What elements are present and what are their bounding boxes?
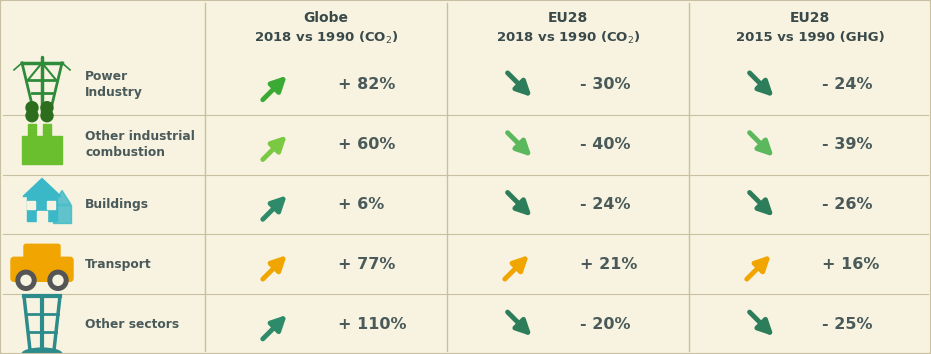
Circle shape: [26, 110, 38, 122]
Text: - 20%: - 20%: [580, 316, 630, 332]
Text: Transport: Transport: [85, 258, 152, 271]
Ellipse shape: [22, 348, 62, 354]
Bar: [28, 124, 36, 140]
Text: - 40%: - 40%: [580, 137, 630, 152]
Circle shape: [41, 110, 53, 122]
Bar: [43, 124, 51, 140]
Text: - 26%: - 26%: [822, 197, 872, 212]
Text: - 24%: - 24%: [822, 78, 872, 92]
Circle shape: [53, 275, 63, 285]
Bar: [47, 200, 55, 209]
Text: Buildings: Buildings: [85, 198, 149, 211]
Circle shape: [48, 270, 68, 290]
Text: + 6%: + 6%: [338, 197, 385, 212]
FancyBboxPatch shape: [24, 244, 60, 264]
Text: - 25%: - 25%: [822, 316, 872, 332]
Circle shape: [26, 102, 38, 114]
Text: - 39%: - 39%: [822, 137, 872, 152]
Text: - 30%: - 30%: [580, 78, 630, 92]
Bar: [27, 200, 35, 209]
Circle shape: [16, 270, 36, 290]
Bar: [27, 196, 57, 221]
Text: Globe: Globe: [304, 11, 348, 25]
Bar: [22, 136, 62, 164]
Circle shape: [21, 275, 31, 285]
Text: + 110%: + 110%: [338, 316, 407, 332]
Text: EU28: EU28: [547, 11, 588, 25]
Text: + 21%: + 21%: [580, 257, 638, 272]
Text: Power: Power: [85, 70, 128, 84]
Polygon shape: [53, 190, 71, 205]
Text: 2018 vs 1990 (CO$_2$): 2018 vs 1990 (CO$_2$): [254, 30, 398, 46]
Text: + 82%: + 82%: [338, 78, 396, 92]
Text: Industry: Industry: [85, 86, 142, 99]
Bar: [53, 205, 71, 223]
Text: + 77%: + 77%: [338, 257, 396, 272]
Text: Other industrial: Other industrial: [85, 130, 195, 143]
Text: 2018 vs 1990 (CO$_2$): 2018 vs 1990 (CO$_2$): [495, 30, 641, 46]
Text: combustion: combustion: [85, 146, 165, 159]
Bar: [37, 211, 47, 224]
Text: Other sectors: Other sectors: [85, 318, 179, 331]
Text: + 60%: + 60%: [338, 137, 396, 152]
Text: - 24%: - 24%: [580, 197, 630, 212]
Polygon shape: [23, 178, 61, 196]
Text: + 16%: + 16%: [822, 257, 880, 272]
FancyBboxPatch shape: [11, 257, 73, 281]
Text: 2015 vs 1990 (GHG): 2015 vs 1990 (GHG): [735, 32, 884, 45]
Text: EU28: EU28: [789, 11, 830, 25]
Circle shape: [41, 102, 53, 114]
